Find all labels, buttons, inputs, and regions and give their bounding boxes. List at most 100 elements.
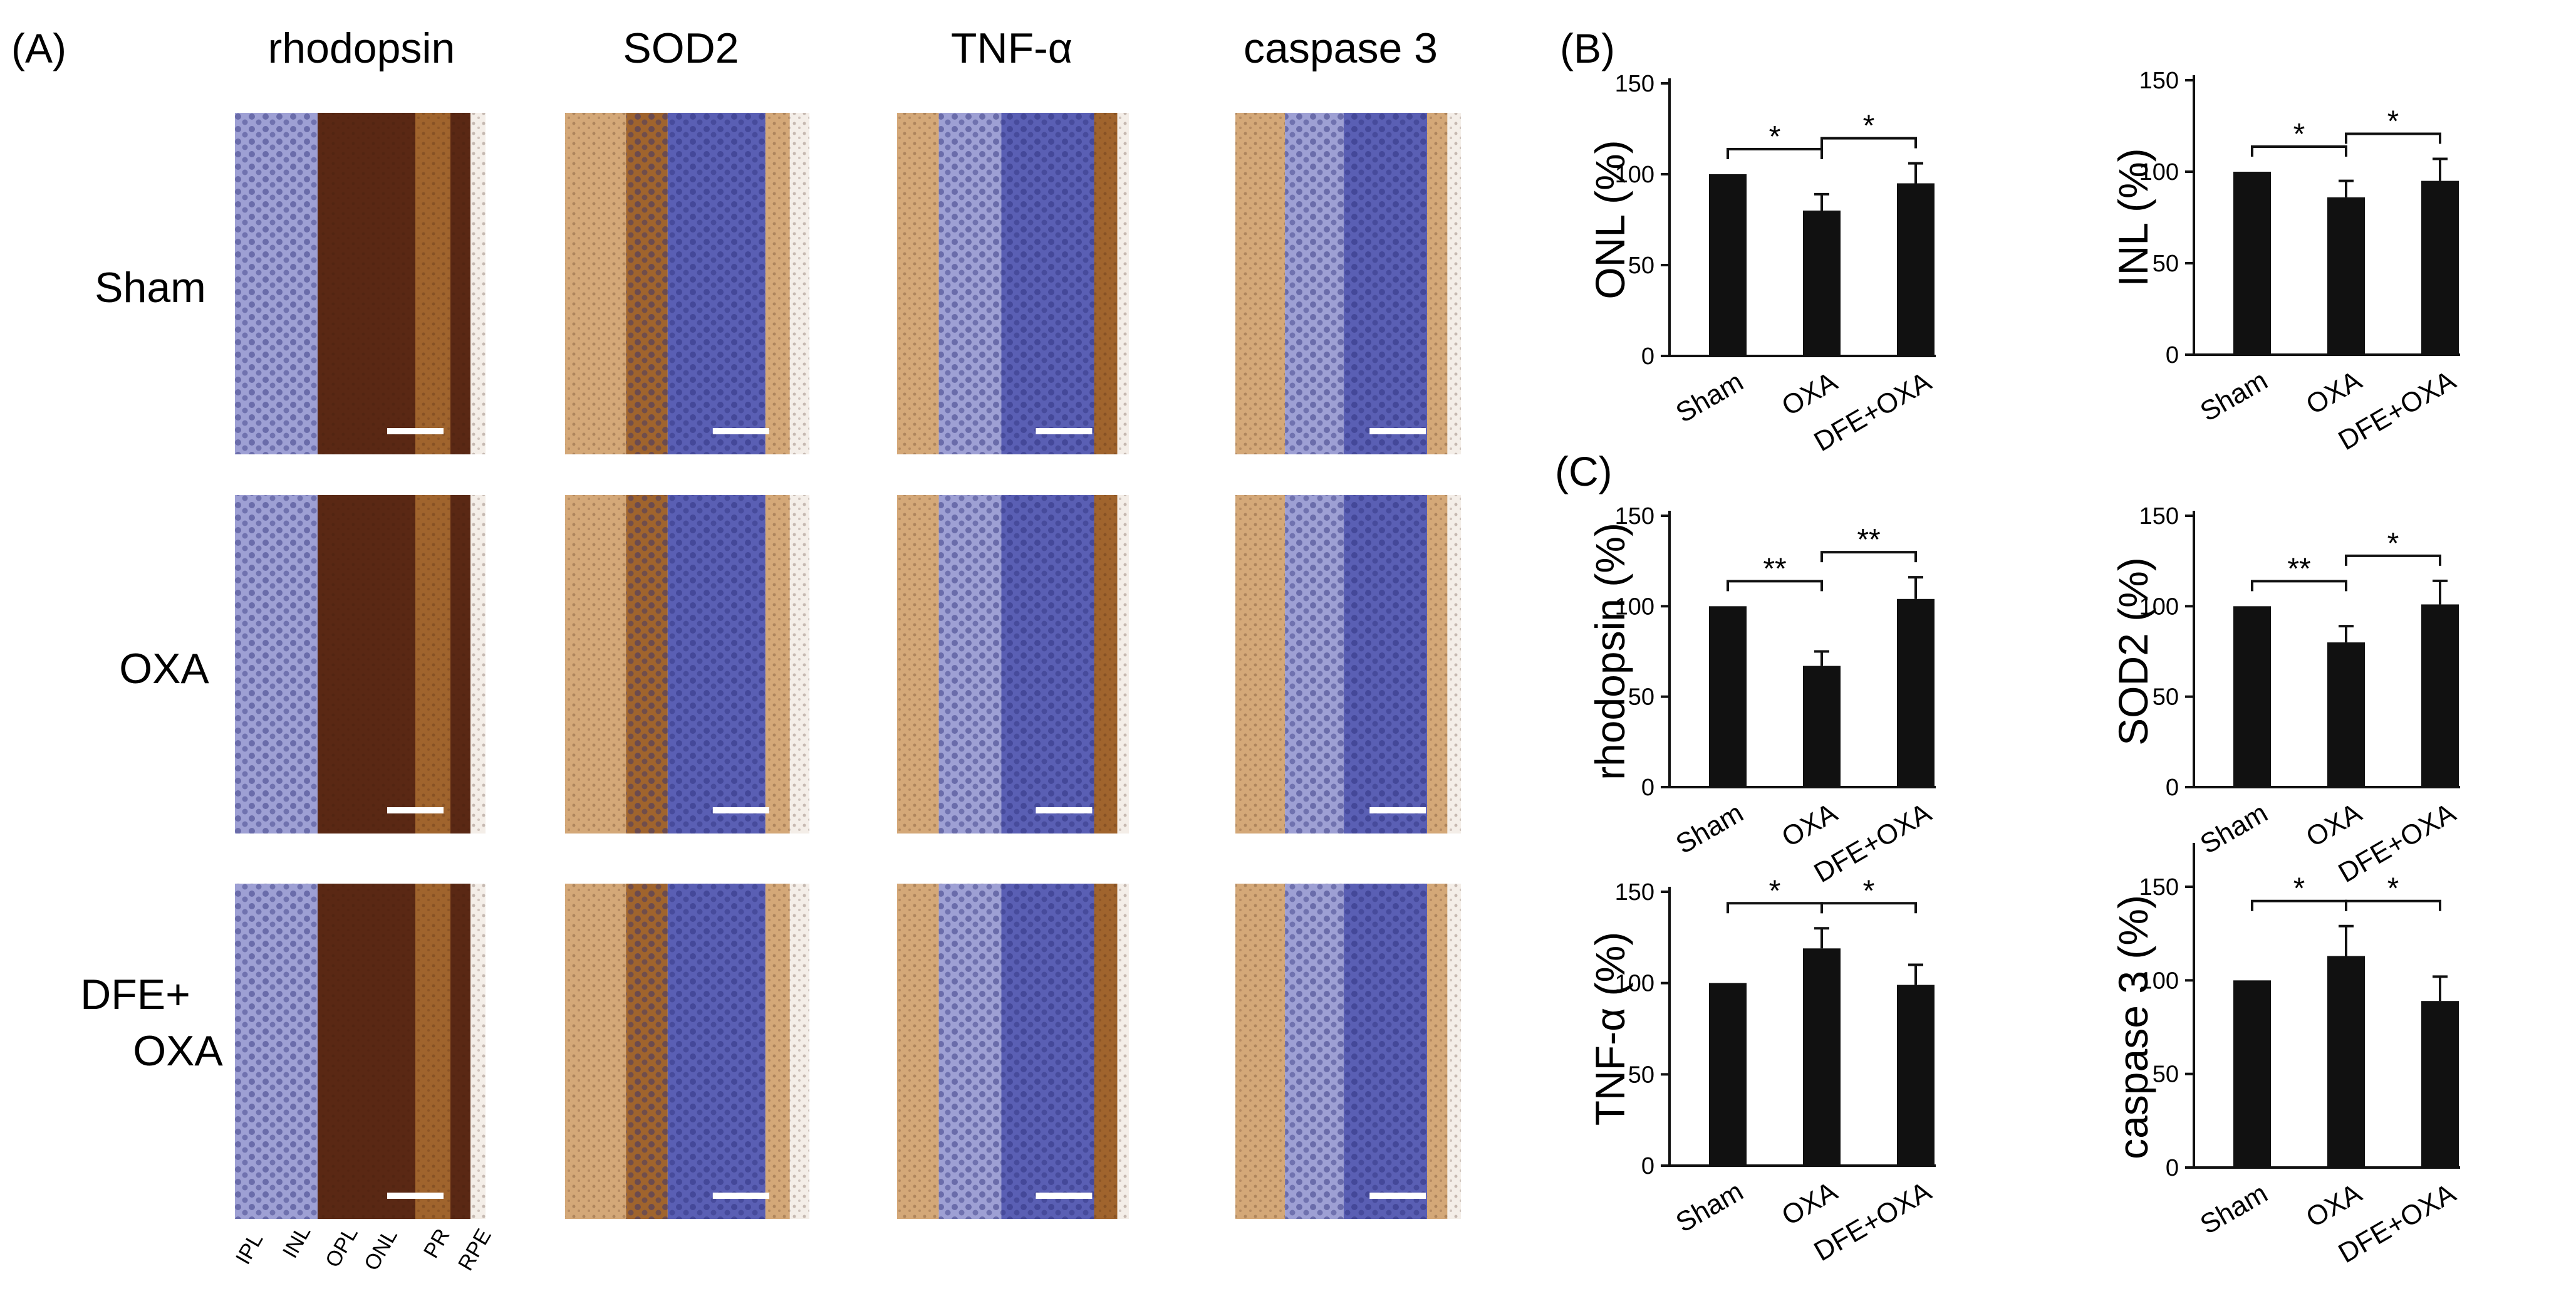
x-tick-label: Sham bbox=[2195, 1178, 2273, 1240]
y-tick-label: 150 bbox=[1615, 879, 1654, 906]
bar-oxa bbox=[1803, 948, 1841, 1166]
y-axis-label: rhodopsin (%) bbox=[1587, 523, 1633, 780]
y-tick-label: 50 bbox=[1628, 1062, 1654, 1088]
micrograph-caspase3-dfe-oxa bbox=[1235, 884, 1461, 1219]
bar-sham bbox=[1709, 983, 1747, 1166]
significance-label: ** bbox=[2287, 552, 2310, 585]
x-tick-label: Sham bbox=[2195, 365, 2273, 427]
layer-label-onl: ONL bbox=[360, 1225, 402, 1275]
bar-dfe-oxa bbox=[2421, 180, 2459, 355]
panel-label-c: (C) bbox=[1555, 448, 1613, 494]
significance-bracket: * bbox=[1727, 120, 1823, 159]
scale-bar bbox=[712, 807, 769, 813]
micrograph-tnf-sham bbox=[897, 113, 1129, 454]
bar-oxa bbox=[2327, 197, 2365, 355]
y-tick-label: 50 bbox=[1628, 253, 1654, 279]
x-tick-label: Sham bbox=[1671, 366, 1748, 429]
x-tick-label: OXA bbox=[2301, 797, 2367, 853]
y-tick-label: 100 bbox=[2139, 968, 2179, 994]
y-tick-label: 50 bbox=[1628, 684, 1654, 711]
x-tick-label: OXA bbox=[2301, 365, 2367, 421]
row-label-oxa: OXA bbox=[119, 645, 209, 692]
y-axis-label: caspase 3 (%) bbox=[2110, 895, 2156, 1159]
layer-label-opl: OPL bbox=[321, 1223, 363, 1272]
stain-header-tnf: TNF-α bbox=[951, 24, 1072, 72]
y-tick-label: 0 bbox=[1641, 1153, 1654, 1179]
x-tick-label: OXA bbox=[1777, 1176, 1843, 1231]
y-tick-label: 0 bbox=[1641, 343, 1654, 370]
significance-label: * bbox=[1863, 874, 1875, 907]
bar-dfe-oxa bbox=[2421, 1001, 2459, 1168]
micrograph-sod2-dfe-oxa bbox=[565, 884, 809, 1219]
micrograph-rhodopsin-dfe-oxa bbox=[235, 884, 486, 1219]
significance-label: * bbox=[2387, 872, 2399, 906]
bar-sham bbox=[2233, 606, 2271, 787]
x-tick-label: OXA bbox=[1777, 366, 1843, 422]
layer-label-rpe: RPE bbox=[454, 1225, 496, 1275]
bar-sham bbox=[2233, 980, 2271, 1168]
significance-label: * bbox=[1769, 120, 1781, 154]
y-axis-label: TNF-α (%) bbox=[1587, 932, 1633, 1126]
scale-bar bbox=[712, 1193, 769, 1199]
significance-bracket: * bbox=[2345, 527, 2441, 566]
scale-bar bbox=[1036, 428, 1093, 434]
y-tick-label: 50 bbox=[2153, 684, 2179, 711]
row-label-oxa2: OXA bbox=[133, 1027, 223, 1075]
y-axis-label: ONL (%) bbox=[1587, 140, 1633, 299]
y-tick-label: 150 bbox=[2139, 503, 2179, 530]
bar-dfe-oxa bbox=[1897, 183, 1935, 356]
significance-label: * bbox=[2387, 105, 2399, 138]
panel-label-b: (B) bbox=[1560, 25, 1615, 71]
significance-label: * bbox=[2293, 118, 2305, 151]
y-tick-label: 150 bbox=[2139, 68, 2179, 94]
y-tick-label: 0 bbox=[2166, 342, 2179, 368]
significance-label: ** bbox=[1857, 523, 1880, 557]
scale-bar bbox=[712, 428, 769, 434]
significance-bracket: * bbox=[2345, 105, 2441, 144]
y-tick-label: 100 bbox=[2139, 159, 2179, 186]
micrograph-caspase3-sham bbox=[1235, 113, 1461, 454]
layer-label-inl: INL bbox=[278, 1221, 315, 1262]
stain-header-caspase3: caspase 3 bbox=[1244, 24, 1438, 72]
micrograph-grid bbox=[235, 113, 1461, 1219]
y-tick-label: 0 bbox=[2166, 1155, 2179, 1181]
panel-label-a: (A) bbox=[11, 25, 66, 71]
x-tick-label: OXA bbox=[2301, 1178, 2367, 1233]
y-tick-label: 100 bbox=[1615, 593, 1654, 620]
bar-oxa bbox=[2327, 956, 2365, 1168]
stain-header-rhodopsin: rhodopsin bbox=[268, 24, 455, 72]
bar-sham bbox=[1709, 606, 1747, 787]
bar-oxa bbox=[1803, 211, 1841, 356]
x-tick-label: OXA bbox=[1777, 797, 1843, 853]
significance-bracket: ** bbox=[1727, 552, 1823, 592]
bar-oxa bbox=[1803, 666, 1841, 787]
x-tick-label: Sham bbox=[2195, 797, 2273, 860]
y-tick-label: 0 bbox=[2166, 775, 2179, 801]
y-tick-label: 50 bbox=[2153, 251, 2179, 277]
significance-bracket: * bbox=[2251, 872, 2347, 911]
scale-bar bbox=[1036, 807, 1093, 813]
y-tick-label: 150 bbox=[1615, 503, 1654, 530]
y-tick-label: 50 bbox=[2153, 1062, 2179, 1088]
row-label-sham: Sham bbox=[95, 264, 206, 311]
micrograph-rhodopsin-oxa bbox=[235, 495, 486, 834]
significance-bracket: * bbox=[1820, 874, 1917, 914]
y-tick-label: 100 bbox=[1615, 162, 1654, 188]
stain-header-sod2: SOD2 bbox=[623, 24, 739, 72]
scale-bar bbox=[1036, 1193, 1093, 1199]
micrograph-tnf-dfe-oxa bbox=[897, 884, 1129, 1219]
micrograph-sod2-oxa bbox=[565, 495, 809, 834]
y-tick-label: 100 bbox=[1615, 971, 1654, 997]
significance-label: * bbox=[1863, 110, 1875, 143]
bar-sham bbox=[2233, 172, 2271, 355]
scale-bar bbox=[387, 428, 444, 434]
y-tick-label: 150 bbox=[2139, 874, 2179, 901]
y-axis-label: INL (%) bbox=[2110, 148, 2156, 286]
bar-dfe-oxa bbox=[2421, 604, 2459, 787]
significance-bracket: * bbox=[2345, 872, 2441, 911]
